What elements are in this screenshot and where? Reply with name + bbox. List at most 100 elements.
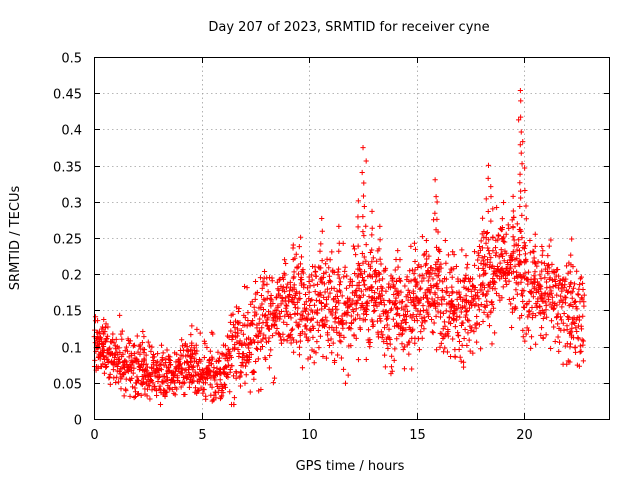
data-point xyxy=(375,334,382,340)
data-point xyxy=(255,333,262,340)
data-point xyxy=(367,249,374,256)
data-point xyxy=(549,261,555,267)
data-point xyxy=(378,261,384,267)
data-point xyxy=(540,315,546,322)
data-point xyxy=(174,351,180,357)
data-point xyxy=(449,290,455,296)
data-point xyxy=(494,204,500,211)
data-point xyxy=(342,264,348,270)
data-point xyxy=(407,339,413,345)
data-point xyxy=(313,297,320,303)
data-point xyxy=(304,306,310,312)
data-point xyxy=(359,250,365,257)
data-point xyxy=(157,383,163,389)
data-point xyxy=(103,321,109,327)
data-point xyxy=(394,306,401,312)
data-point xyxy=(483,270,489,276)
data-point xyxy=(419,233,425,240)
data-point xyxy=(413,313,419,319)
data-point xyxy=(576,363,583,369)
data-point xyxy=(384,322,390,328)
data-point xyxy=(508,324,515,331)
data-point xyxy=(443,289,449,295)
data-point xyxy=(418,329,424,335)
data-point xyxy=(379,335,385,341)
data-point xyxy=(463,285,469,292)
data-point xyxy=(323,261,329,267)
data-point xyxy=(391,301,398,307)
data-point xyxy=(355,243,361,249)
data-point xyxy=(320,316,326,322)
data-point xyxy=(318,292,324,298)
data-point xyxy=(490,206,496,212)
data-point xyxy=(484,302,490,308)
data-point xyxy=(381,338,387,345)
data-point xyxy=(467,348,473,354)
data-point xyxy=(252,296,258,302)
data-point xyxy=(310,315,316,321)
data-point xyxy=(356,286,362,292)
data-point xyxy=(518,114,524,120)
data-point xyxy=(305,311,311,317)
data-point xyxy=(194,326,200,332)
data-point xyxy=(402,283,408,289)
data-point xyxy=(485,314,491,320)
data-point xyxy=(311,302,318,308)
data-point xyxy=(533,341,539,347)
data-point xyxy=(352,270,358,277)
data-point xyxy=(580,342,586,348)
data-point xyxy=(567,359,573,365)
data-point xyxy=(184,343,190,350)
data-point xyxy=(411,277,417,283)
data-point xyxy=(352,316,359,322)
data-point xyxy=(275,304,281,311)
data-point xyxy=(258,304,264,311)
data-point xyxy=(99,324,106,330)
data-point xyxy=(341,274,347,280)
data-point xyxy=(122,347,128,354)
data-point xyxy=(351,309,357,315)
data-point xyxy=(410,296,416,302)
data-point xyxy=(444,349,451,355)
data-point xyxy=(183,367,189,373)
data-point xyxy=(297,295,303,302)
data-point xyxy=(423,249,430,255)
data-point xyxy=(510,268,517,275)
data-point xyxy=(359,169,365,176)
axis-ticks: 0 0.05 0.1 0.15 0.2 0.25 0.3 0.35 0.4 0.45 0.5 0 5 10… xyxy=(53,52,610,443)
data-point xyxy=(201,354,207,361)
data-point xyxy=(454,306,460,312)
data-point xyxy=(288,315,294,321)
data-point xyxy=(296,344,303,350)
data-point xyxy=(216,358,222,364)
data-point xyxy=(410,288,416,294)
data-point xyxy=(94,336,100,342)
data-point xyxy=(454,296,460,302)
data-point xyxy=(439,331,445,337)
data-point xyxy=(518,260,524,266)
data-point xyxy=(433,313,439,319)
data-point xyxy=(385,315,391,321)
data-point xyxy=(262,313,268,319)
data-point xyxy=(418,323,425,329)
data-point xyxy=(102,325,109,331)
data-point xyxy=(150,380,156,386)
data-point xyxy=(488,254,494,261)
data-point xyxy=(369,225,375,231)
data-point xyxy=(284,309,290,315)
data-point xyxy=(285,281,291,287)
data-point xyxy=(207,367,213,374)
data-point xyxy=(123,388,129,394)
data-point xyxy=(403,327,409,333)
data-point xyxy=(578,348,584,354)
data-point xyxy=(497,260,503,266)
data-point xyxy=(520,138,526,145)
data-point xyxy=(257,346,264,352)
data-point xyxy=(296,296,302,302)
data-point xyxy=(513,287,519,293)
data-point xyxy=(336,315,342,322)
data-point xyxy=(431,320,437,326)
data-point xyxy=(281,337,287,343)
data-point xyxy=(353,335,359,342)
data-point xyxy=(345,372,351,378)
